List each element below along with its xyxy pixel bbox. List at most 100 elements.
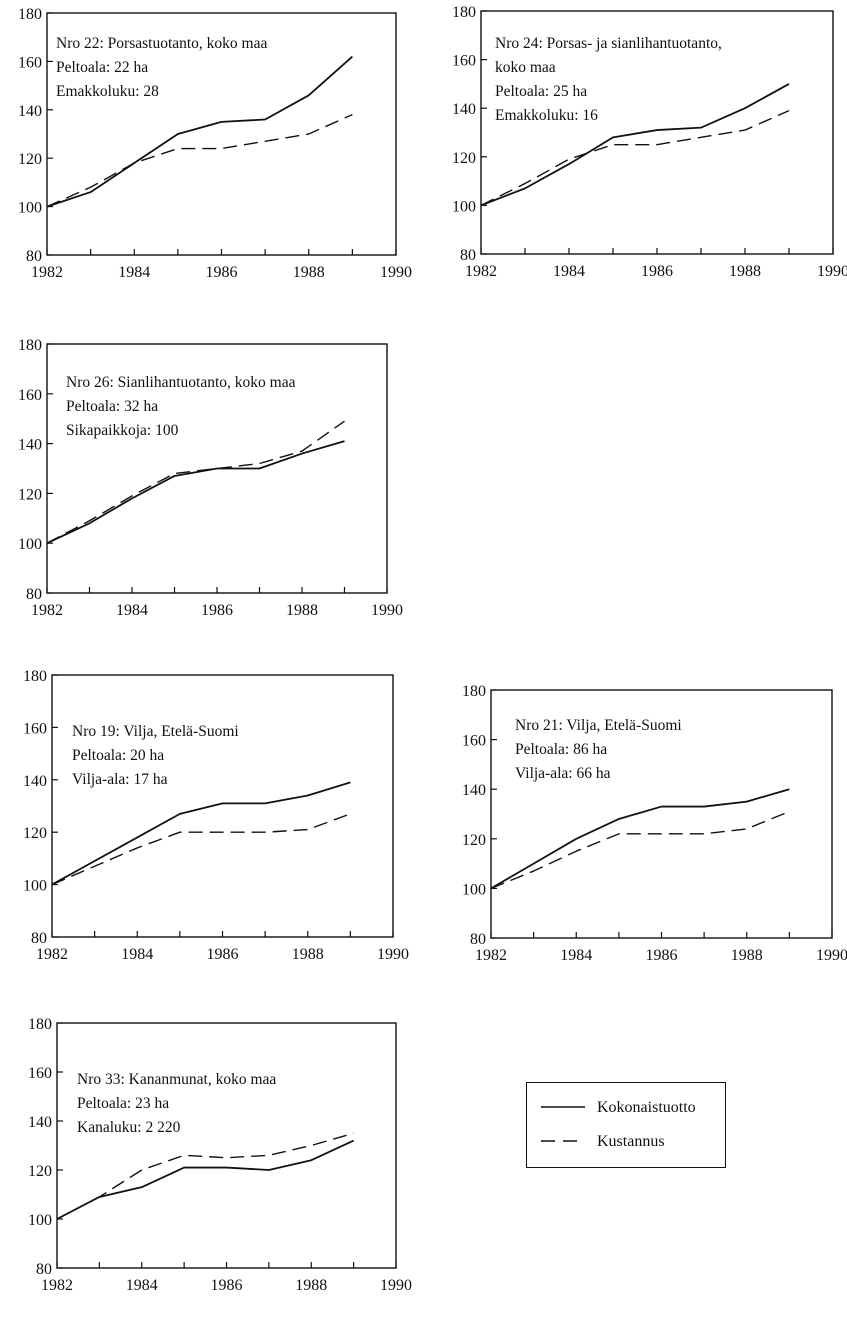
annotation-line: Vilja-ala: 17 ha: [72, 771, 168, 788]
y-tick-label: 180: [452, 4, 476, 21]
y-tick-label: 140: [462, 782, 486, 799]
chart-panel: 1982 1984 1986 1988 1990 80 100 120 140 160 180 Nro…: [18, 337, 403, 619]
y-tick-label: 160: [28, 1065, 52, 1082]
x-tick-label: 1982: [31, 264, 63, 281]
y-tick-label: 120: [18, 151, 42, 168]
x-tick-label: 1984: [126, 1277, 158, 1294]
x-tick-label: 1984: [560, 947, 592, 964]
x-tick-label: 1990: [816, 947, 847, 964]
y-tick-label: 100: [28, 1212, 52, 1229]
y-tick-label: 180: [28, 1016, 52, 1033]
series-line-kustannus: [480, 109, 790, 207]
x-tick-label: 1990: [377, 946, 409, 963]
series-line-kokonaistuotto: [46, 55, 353, 208]
x-tick-label: 1984: [121, 946, 153, 963]
y-tick-label: 180: [462, 683, 486, 700]
y-tick-label: 120: [18, 486, 42, 503]
chart-panel: 1982 1984 1986 1988 1990 80 100 120 140 160 180 Nro…: [28, 1016, 412, 1294]
y-tick-label: 80: [26, 586, 42, 603]
x-tick-label: 1990: [817, 263, 847, 280]
x-tick-label: 1982: [475, 947, 507, 964]
y-tick-label: 160: [23, 720, 47, 737]
annotation-line: Peltoala: 22 ha: [56, 59, 148, 76]
series-line-kustannus: [490, 810, 790, 890]
x-tick-label: 1986: [201, 602, 233, 619]
y-tick-label: 100: [18, 536, 42, 553]
x-tick-label: 1986: [207, 946, 239, 963]
x-tick-label: 1984: [118, 264, 150, 281]
x-tick-label: 1986: [206, 264, 238, 281]
x-tick-label: 1988: [729, 263, 761, 280]
y-tick-label: 140: [18, 437, 42, 454]
chart-panel: 1982 1984 1986 1988 1990 80 100 120 140 160 180 Nro…: [18, 6, 412, 281]
x-tick-label: 1982: [36, 946, 68, 963]
y-tick-label: 80: [460, 247, 476, 264]
series-line-kustannus: [56, 1132, 354, 1220]
y-tick-label: 160: [462, 733, 486, 750]
y-tick-label: 120: [452, 150, 476, 167]
x-tick-label: 1988: [286, 602, 318, 619]
annotation-line: Peltoala: 86 ha: [515, 741, 607, 758]
y-tick-label: 140: [28, 1114, 52, 1131]
x-tick-label: 1990: [380, 1277, 412, 1294]
x-tick-label: 1984: [553, 263, 585, 280]
y-tick-label: 100: [462, 881, 486, 898]
legend-item-dashed: Kustannus: [527, 1131, 725, 1155]
annotation-line: Nro 33: Kananmunat, koko maa: [77, 1071, 276, 1088]
y-tick-label: 120: [28, 1163, 52, 1180]
y-tick-label: 180: [18, 6, 42, 23]
annotation-line: Peltoala: 20 ha: [72, 747, 164, 764]
y-tick-label: 80: [26, 248, 42, 265]
y-tick-label: 80: [470, 931, 486, 948]
y-tick-label: 100: [452, 198, 476, 215]
dashed-line-swatch: [541, 1140, 585, 1142]
y-tick-label: 140: [18, 103, 42, 120]
annotation-line: koko maa: [495, 59, 556, 76]
y-tick-label: 180: [23, 668, 47, 685]
x-tick-label: 1988: [731, 947, 763, 964]
y-tick-label: 180: [18, 337, 42, 354]
y-tick-label: 160: [18, 54, 42, 71]
annotation-line: Kanaluku: 2 220: [77, 1119, 181, 1136]
annotation-line: Nro 19: Vilja, Etelä-Suomi: [72, 723, 239, 740]
series-line-kokonaistuotto: [51, 781, 351, 886]
x-tick-label: 1990: [371, 602, 403, 619]
y-tick-label: 160: [452, 53, 476, 70]
annotation-line: Emakkoluku: 28: [56, 83, 159, 100]
x-tick-label: 1986: [641, 263, 673, 280]
series-line-kokonaistuotto: [490, 788, 790, 890]
y-tick-label: 120: [23, 825, 47, 842]
chart-panel: 1982 1984 1986 1988 1990 80 100 120 140 160 180 Nro…: [462, 683, 847, 964]
x-tick-label: 1988: [293, 264, 325, 281]
legend-label-dashed: Kustannus: [597, 1133, 665, 1150]
annotation-line: Vilja-ala: 66 ha: [515, 765, 611, 782]
x-tick-label: 1984: [116, 602, 148, 619]
annotation-line: Nro 26: Sianlihantuotanto, koko maa: [66, 374, 296, 391]
x-tick-label: 1986: [211, 1277, 243, 1294]
chart-panel: 1982 1984 1986 1988 1990 80 100 120 140 160 180 Nro…: [452, 4, 847, 280]
annotation-line: Peltoala: 32 ha: [66, 398, 158, 415]
series-line-kokonaistuotto: [46, 440, 345, 545]
chart-panel: 1982 1984 1986 1988 1990 80 100 120 140 160 180 Nro…: [23, 668, 409, 963]
y-tick-label: 80: [31, 930, 47, 947]
y-tick-label: 120: [462, 832, 486, 849]
x-tick-label: 1982: [465, 263, 497, 280]
x-tick-label: 1988: [295, 1277, 327, 1294]
y-tick-label: 100: [23, 878, 47, 895]
legend-label-solid: Kokonaistuotto: [597, 1099, 696, 1116]
legend-item-solid: Kokonaistuotto: [527, 1097, 725, 1121]
series-line-kokonaistuotto: [56, 1139, 355, 1220]
y-tick-label: 140: [452, 101, 476, 118]
annotation-line: Nro 21: Vilja, Etelä-Suomi: [515, 717, 682, 734]
x-tick-label: 1986: [646, 947, 678, 964]
annotation-line: Sikapaikkoja: 100: [66, 422, 179, 439]
annotation-line: Nro 24: Porsas- ja sianlihantuotanto,: [495, 35, 722, 52]
plot-frame: [51, 674, 394, 938]
annotation-line: Peltoala: 23 ha: [77, 1095, 169, 1112]
solid-line-swatch: [541, 1106, 585, 1108]
x-tick-label: 1982: [41, 1277, 73, 1294]
y-tick-label: 160: [18, 387, 42, 404]
annotation-line: Peltoala: 25 ha: [495, 83, 587, 100]
y-tick-label: 80: [36, 1261, 52, 1278]
